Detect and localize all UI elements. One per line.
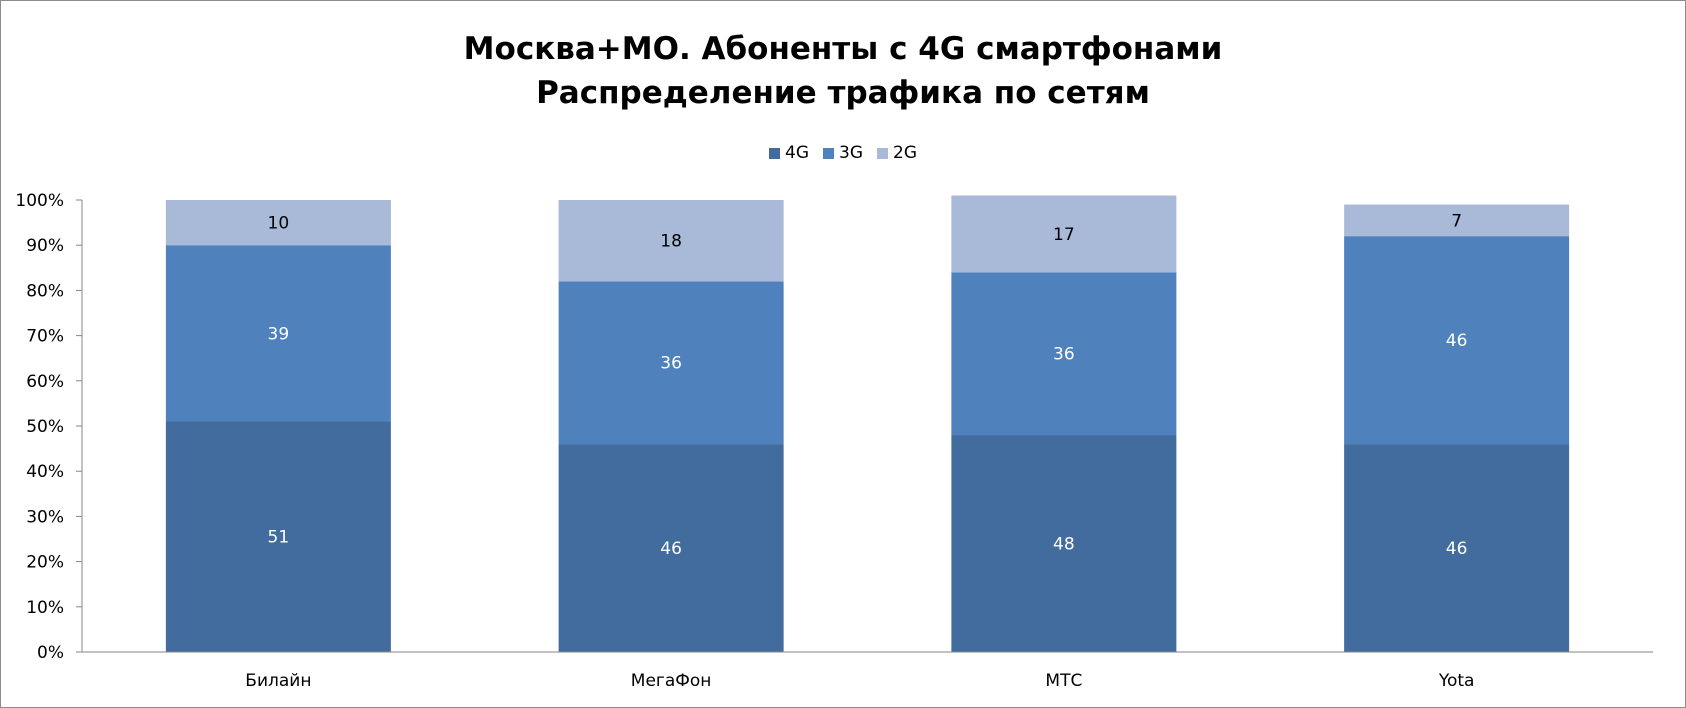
bar-segment-3g-1: [165, 245, 391, 422]
data-label: 7: [1451, 211, 1462, 231]
y-tick-label: 90%: [26, 236, 64, 256]
chart-title: Москва+МО. Абоненты с 4G смартфонами Рас…: [1, 27, 1685, 115]
y-tick-label: 80%: [26, 281, 64, 301]
legend-swatch-3g: [823, 147, 834, 159]
y-tick-label: 0%: [37, 643, 64, 663]
data-label: 17: [1053, 225, 1075, 245]
x-tick-label: Yota: [1438, 671, 1475, 691]
y-tick-label: 20%: [26, 553, 64, 573]
bar-segment-2g-3: [951, 195, 1177, 273]
data-label: 48: [1053, 535, 1075, 555]
y-tick-label: 10%: [26, 598, 64, 618]
bar-segment-4g-1: [165, 421, 391, 652]
legend-item-2g: 2G: [877, 143, 917, 163]
x-axis: Билайн МегаФон МТС Yota: [82, 651, 1653, 691]
chart-title-line1: Москва+МО. Абоненты с 4G смартфонами: [463, 31, 1223, 67]
y-tick-label: 30%: [26, 507, 64, 527]
chart-subtitle: Распределение трафика по сетям: [536, 75, 1150, 111]
bar-segment-4g-4: [1344, 444, 1570, 652]
bar-segment-2g-2: [558, 200, 784, 282]
y-tick-label: 50%: [26, 417, 64, 437]
y-tick-label: 40%: [26, 462, 64, 482]
x-tick-label: МегаФон: [631, 671, 712, 691]
data-label: 46: [1446, 539, 1468, 559]
x-tick-label: МТС: [1045, 671, 1082, 691]
data-label: 18: [660, 232, 682, 252]
chart-legend: 4G 3G 2G: [1, 143, 1685, 163]
legend-item-4g: 4G: [769, 143, 809, 163]
data-label: 10: [268, 214, 290, 234]
data-label: 46: [660, 539, 682, 559]
bar-segment-4g-2: [558, 444, 784, 652]
bar-segment-3g-2: [558, 281, 784, 445]
y-tick-label: 100%: [15, 191, 64, 211]
x-tick-label: Билайн: [245, 671, 311, 691]
y-tick-label: 60%: [26, 372, 64, 392]
bar-segment-2g-1: [165, 200, 391, 246]
bar-segment-2g-4: [1344, 204, 1570, 237]
y-tick-label: 70%: [26, 327, 64, 347]
bar-segment-3g-4: [1344, 236, 1570, 445]
legend-label-4g: 4G: [785, 143, 809, 163]
data-label: 36: [660, 354, 682, 374]
data-label: 51: [268, 528, 290, 548]
bar-segment-3g-3: [951, 272, 1177, 436]
legend-swatch-2g: [877, 147, 888, 159]
bar-segment-4g-3: [951, 435, 1177, 652]
legend-item-3g: 3G: [823, 143, 863, 163]
data-label: 36: [1053, 345, 1075, 365]
data-label: 46: [1446, 331, 1468, 351]
bars: 51 39 10 46 36 18 48 36 17 46 46 7: [165, 195, 1570, 652]
legend-label-3g: 3G: [839, 143, 863, 163]
y-axis: 0% 10% 20% 30% 40% 50% 60% 70% 80% 90% 100%: [15, 191, 83, 663]
legend-swatch-4g: [769, 147, 780, 159]
legend-label-2g: 2G: [893, 143, 917, 163]
data-label: 39: [268, 324, 290, 344]
